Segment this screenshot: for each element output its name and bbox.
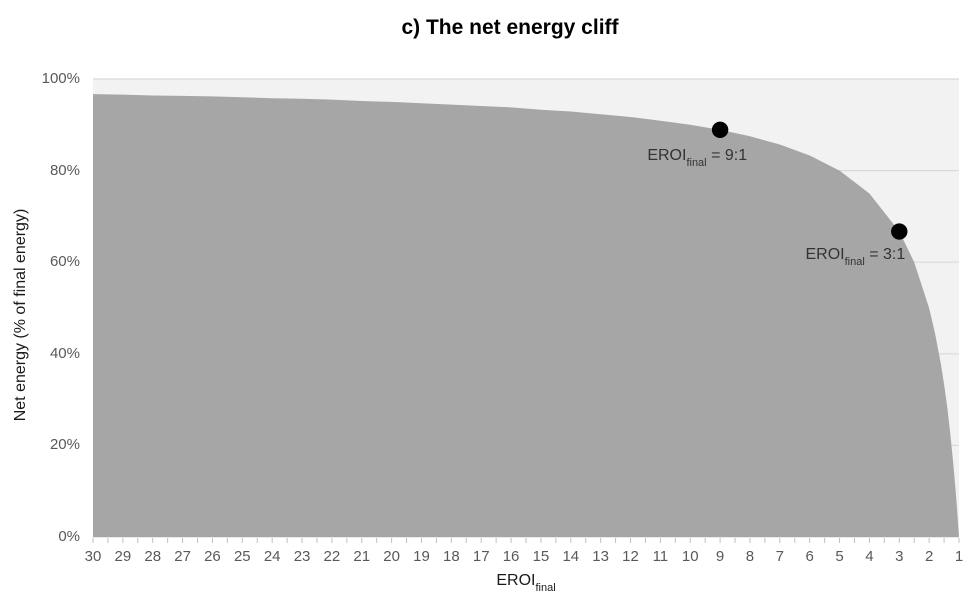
annotation-subscript: final [686,157,707,170]
x-tick-label-5: 5 [835,548,844,565]
x-axis-title-main: EROI [496,572,536,589]
net-energy-area-series [93,94,959,537]
annotation-eroi-3: EROIfinal = 3:1 [805,245,906,268]
x-tick-label-27: 27 [174,548,191,565]
annotation-subscript: final [844,255,865,268]
x-tick-label-28: 28 [144,548,162,565]
x-tick-label-18: 18 [443,548,460,565]
y-tick-label-100%: 100% [41,70,80,87]
x-tick-label-14: 14 [562,548,580,565]
x-tick-label-22: 22 [323,548,341,565]
x-tick-label-13: 13 [592,548,609,565]
x-tick-label-15: 15 [532,548,550,565]
x-tick-label-7: 7 [775,548,784,565]
chart-title: c) The net energy cliff [401,16,619,39]
y-tick-label-0%: 0% [58,528,80,545]
x-tick-label-16: 16 [502,548,520,565]
x-tick-label-17: 17 [472,548,490,565]
x-tick-label-2: 2 [924,548,934,565]
annotation-value-text: = 3:1 [864,245,906,263]
x-axis-title: EROIfinal [93,572,959,595]
y-tick-label-20%: 20% [49,436,80,454]
x-tick-label-12: 12 [622,548,639,565]
x-tick-label-10: 10 [681,548,699,565]
y-tick-label-40%: 40% [49,344,80,362]
x-tick-label-11: 11 [652,548,669,565]
annotation-value-text: = 9:1 [706,146,748,164]
x-tick-label-21: 21 [353,548,371,565]
marker-dot-eroi-3 [891,223,908,240]
x-tick-label-9: 9 [715,548,725,565]
x-tick-label-29: 29 [114,548,132,565]
annotation-main-text: EROI [647,146,687,164]
x-tick-label-26: 26 [204,548,221,565]
x-tick-label-23: 23 [293,548,311,565]
y-tick-label-80%: 80% [49,161,80,179]
x-tick-label-25: 25 [233,548,251,565]
x-tick-label-6: 6 [805,548,814,565]
x-tick-label-19: 19 [413,548,430,565]
x-tick-label-20: 20 [383,548,400,565]
y-tick-label-60%: 60% [49,253,80,271]
x-axis-title-subscript: final [535,582,556,595]
x-tick-label-3: 3 [895,548,904,565]
annotation-main-text: EROI [805,245,845,263]
x-tick-label-8: 8 [745,548,755,565]
marker-dot-eroi-9 [711,121,729,139]
x-tick-label-30: 30 [84,548,102,565]
x-tick-label-1: 1 [954,548,964,565]
x-tick-label-24: 24 [263,548,281,565]
annotation-eroi-9: EROIfinal = 9:1 [647,146,748,170]
x-tick-label-4: 4 [865,548,874,565]
